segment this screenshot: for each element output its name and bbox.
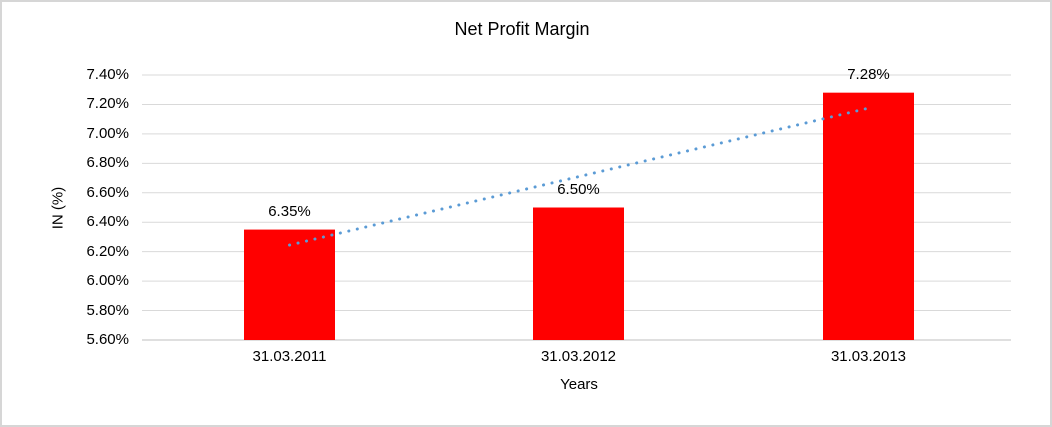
y-tick-label: 7.00%	[86, 124, 129, 142]
bar	[244, 229, 335, 340]
y-tick-label: 5.80%	[86, 301, 129, 319]
y-tick-label: 7.20%	[86, 95, 129, 113]
x-category-label: 31.03.2013	[830, 348, 907, 365]
bar-data-label: 6.35%	[268, 202, 311, 220]
y-tick-label: 6.40%	[86, 213, 129, 231]
y-tick-label: 6.20%	[86, 242, 129, 260]
y-tick-label: 5.60%	[86, 331, 129, 348]
x-axis-title: Years	[560, 376, 598, 393]
bar-data-label: 7.28%	[847, 65, 890, 83]
x-category-label: 31.03.2012	[540, 348, 617, 365]
y-tick-label: 7.40%	[86, 66, 129, 83]
y-tick-label: 6.80%	[86, 154, 129, 172]
bar	[533, 207, 624, 340]
y-tick-label: 6.00%	[86, 272, 129, 290]
bar-data-label: 6.50%	[557, 180, 600, 198]
trendline	[288, 106, 870, 247]
x-category-label: 31.03.2011	[252, 348, 327, 365]
chart-title: Net Profit Margin	[454, 19, 590, 39]
bar	[823, 92, 914, 341]
y-tick-label: 6.60%	[86, 183, 129, 201]
